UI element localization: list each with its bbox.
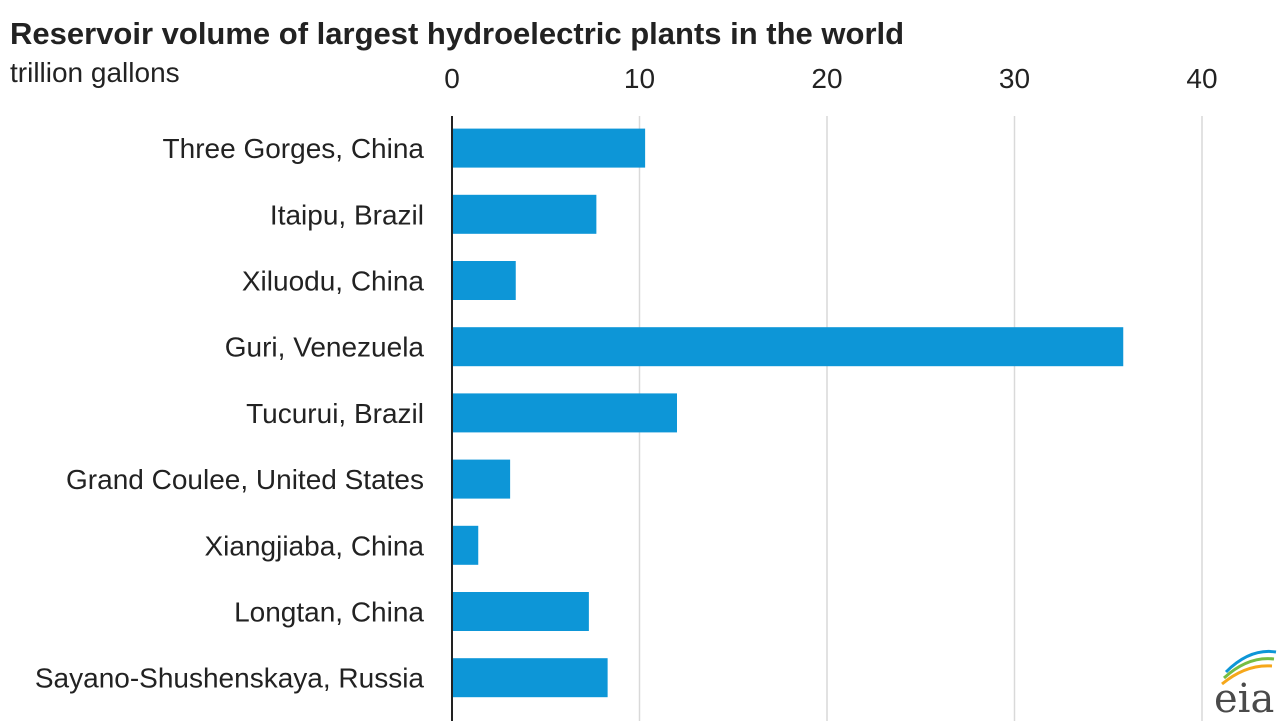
x-tick-label: 20 <box>811 63 842 94</box>
logo-arc-blue <box>1224 649 1277 674</box>
bar <box>452 393 677 433</box>
x-axis-ticks: 0 10 20 30 40 <box>444 63 1217 94</box>
bar <box>452 525 479 565</box>
logo-arc-green <box>1222 657 1275 680</box>
gridlines <box>638 116 1203 721</box>
chart-subtitle: trillion gallons <box>10 57 180 88</box>
bar <box>452 327 1124 367</box>
category-labels: Three Gorges, China Itaipu, Brazil Xiluodu… <box>35 133 425 694</box>
logo-arc-orange <box>1221 664 1273 686</box>
eia-logo-text: eia <box>1214 676 1274 721</box>
category-label: Xiangjiaba, China <box>205 530 425 561</box>
bar <box>452 592 589 631</box>
bar <box>452 459 511 499</box>
category-label: Longtan, China <box>234 597 424 628</box>
category-label: Three Gorges, China <box>163 133 425 164</box>
category-label: Tucurui, Brazil <box>246 398 424 429</box>
bar <box>452 194 597 234</box>
category-label: Grand Coulee, United States <box>66 464 424 495</box>
category-label: Guri, Venezuela <box>225 332 425 363</box>
chart-title: Reservoir volume of largest hydroelectri… <box>10 16 904 51</box>
x-tick-label: 40 <box>1186 63 1217 94</box>
category-label: Sayano-Shushenskaya, Russia <box>35 663 425 694</box>
category-label: Xiluodu, China <box>242 266 425 297</box>
bar <box>452 261 516 300</box>
x-tick-label: 30 <box>999 63 1030 94</box>
eia-logo: eia <box>1214 649 1277 721</box>
bar <box>452 658 608 698</box>
bars <box>452 128 1124 698</box>
x-tick-label: 0 <box>444 63 460 94</box>
x-tick-label: 10 <box>624 63 655 94</box>
category-label: Itaipu, Brazil <box>270 199 424 230</box>
bar <box>452 128 646 168</box>
